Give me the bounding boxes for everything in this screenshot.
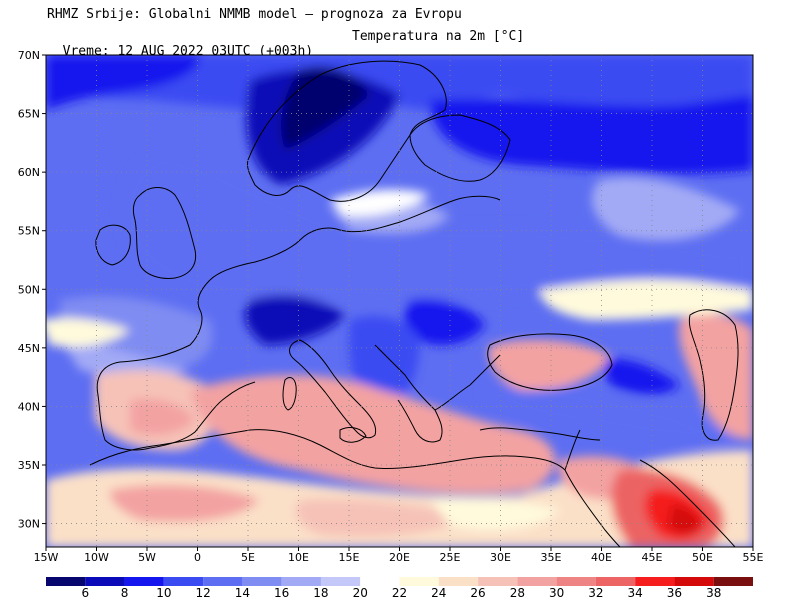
- lat-tick-label: 55N: [18, 225, 40, 238]
- map-title: RHMZ Srbije: Globalni NMMB model – progn…: [47, 7, 462, 22]
- colorbar-swatch: [203, 577, 243, 586]
- colorbar-swatch: [438, 577, 479, 586]
- temperature-region: [330, 189, 430, 217]
- lon-tick-label: 5W: [138, 551, 156, 564]
- temperature-region: [46, 450, 753, 547]
- colorbar-label: 36: [667, 586, 682, 600]
- colorbar-label: 14: [235, 586, 250, 600]
- temperature-region: [109, 484, 260, 522]
- lon-tick-label: 15E: [339, 551, 360, 564]
- colorbar-label: 8: [121, 586, 129, 600]
- lon-tick-label: 35E: [541, 551, 562, 564]
- lon-tick-label: 30E: [490, 551, 511, 564]
- temperature-region: [120, 150, 753, 305]
- colorbar-label: 10: [156, 586, 171, 600]
- lon-tick-label: 25E: [440, 551, 461, 564]
- colorbar-swatch: [124, 577, 164, 586]
- colorbar-label: 24: [431, 586, 446, 600]
- temperature-region: [488, 339, 610, 391]
- colorbar-swatch: [281, 577, 321, 586]
- lon-tick-label: 20E: [389, 551, 410, 564]
- lon-tick-label: 10E: [288, 551, 309, 564]
- lat-tick-label: 35N: [18, 459, 40, 472]
- lat-tick-label: 70N: [18, 49, 40, 62]
- temperature-region: [46, 55, 200, 110]
- temperature-region: [430, 95, 753, 175]
- field-blobs: [46, 55, 753, 547]
- colorbar-swatch: [163, 577, 204, 586]
- temperature-region: [600, 359, 680, 395]
- lon-tick-label: 45E: [642, 551, 663, 564]
- colorbar-swatch: [713, 577, 753, 586]
- temperature-region: [430, 498, 560, 530]
- longitude-labels: 15W 10W 5W 0 5E 10E 15E 20E 25E 30E 35E 40E 45E 50E 55…: [34, 547, 764, 564]
- lon-tick-label: 50E: [692, 551, 713, 564]
- parameter-label: Temperatura na 2m [°C]: [352, 29, 525, 44]
- lat-tick-label: 60N: [18, 166, 40, 179]
- temperature-region: [404, 298, 485, 345]
- temperature-region: [130, 398, 195, 436]
- colorbar-label: 38: [706, 586, 721, 600]
- colorbar-label: 30: [549, 586, 564, 600]
- colorbar-swatch: [242, 577, 282, 586]
- colorbar-swatch: [360, 577, 400, 586]
- lat-tick-label: 40N: [18, 400, 40, 413]
- colorbar-label: 18: [313, 586, 328, 600]
- temperature-region: [245, 295, 345, 345]
- temperature-region: [480, 384, 740, 445]
- latitude-labels: 70N 65N 60N 55N 50N 45N 40N 35N 30N: [18, 49, 46, 531]
- colorbar-label: 32: [588, 586, 603, 600]
- colorbar-swatch: [674, 577, 714, 586]
- colorbar-label: 6: [81, 586, 89, 600]
- temperature-region: [190, 375, 556, 494]
- lon-tick-label: 5E: [241, 551, 255, 564]
- colorbar-swatch: [85, 577, 125, 586]
- coastlines: [89, 60, 739, 547]
- temperature-region: [280, 66, 370, 150]
- colorbar-label: 34: [628, 586, 643, 600]
- colorbar: 6 8 10 12 14 16 18 20 22 24 26 28 30 32 34 36 38: [46, 577, 753, 600]
- temperature-region: [540, 279, 753, 320]
- colorbar-swatch: [478, 577, 518, 586]
- lat-tick-label: 30N: [18, 518, 40, 531]
- temperature-region: [46, 318, 130, 347]
- lon-tick-label: 10W: [84, 551, 109, 564]
- colorbar-label: 12: [195, 586, 210, 600]
- lon-tick-label: 55E: [743, 551, 764, 564]
- colorbar-label: 16: [274, 586, 289, 600]
- colorbar-swatch: [399, 577, 439, 586]
- lat-tick-label: 45N: [18, 342, 40, 355]
- colorbar-label: 26: [470, 586, 485, 600]
- colorbar-label: 28: [510, 586, 525, 600]
- temperature-region: [295, 498, 470, 537]
- colorbar-swatch: [46, 577, 86, 586]
- lon-tick-label: 15W: [34, 551, 59, 564]
- temperature-region: [679, 313, 753, 440]
- colorbar-swatch: [517, 577, 557, 586]
- colorbar-swatch: [556, 577, 596, 586]
- temperature-region: [668, 505, 702, 535]
- lat-tick-label: 50N: [18, 283, 40, 296]
- lon-tick-label: 0: [194, 551, 201, 564]
- colorbar-swatch: [320, 577, 361, 586]
- temperature-region: [60, 340, 190, 378]
- colorbar-label: 22: [392, 586, 407, 600]
- lon-tick-label: 40E: [591, 551, 612, 564]
- colorbar-swatch: [635, 577, 675, 586]
- colorbar-swatch: [595, 577, 636, 586]
- lat-tick-label: 65N: [18, 108, 40, 121]
- temperature-region: [591, 177, 740, 240]
- colorbar-label: 20: [353, 586, 368, 600]
